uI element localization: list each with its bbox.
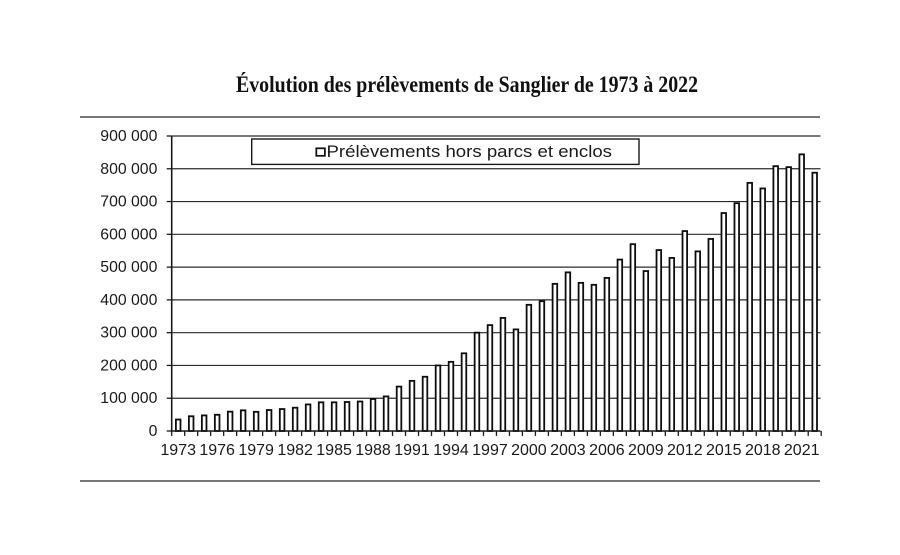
svg-text:1979: 1979 [238, 442, 274, 459]
svg-text:300 000: 300 000 [100, 325, 157, 342]
svg-text:1997: 1997 [472, 442, 508, 459]
svg-text:2018: 2018 [745, 442, 781, 459]
svg-text:1973: 1973 [160, 442, 196, 459]
svg-text:700 000: 700 000 [100, 194, 157, 211]
svg-text:0: 0 [149, 423, 158, 440]
svg-text:600 000: 600 000 [100, 226, 157, 243]
svg-text:800 000: 800 000 [100, 161, 157, 178]
svg-text:1985: 1985 [316, 442, 352, 459]
svg-text:Évolution des prélèvements de: Évolution des prélèvements de Sanglier d… [236, 72, 698, 97]
svg-text:2003: 2003 [550, 442, 586, 459]
svg-text:500 000: 500 000 [100, 259, 157, 276]
svg-text:1991: 1991 [394, 442, 430, 459]
svg-text:100 000: 100 000 [100, 390, 157, 407]
svg-text:2000: 2000 [511, 442, 547, 459]
svg-text:2015: 2015 [706, 442, 742, 459]
svg-text:1994: 1994 [433, 442, 469, 459]
svg-text:1988: 1988 [355, 442, 391, 459]
svg-text:1982: 1982 [277, 442, 313, 459]
svg-text:200 000: 200 000 [100, 357, 157, 374]
svg-text:2012: 2012 [667, 442, 703, 459]
svg-text:1976: 1976 [199, 442, 235, 459]
svg-text:2021: 2021 [784, 442, 820, 459]
svg-text:Prélèvements hors parcs et enc: Prélèvements hors parcs et enclos [327, 142, 613, 161]
svg-text:2009: 2009 [628, 442, 664, 459]
svg-text:900 000: 900 000 [100, 128, 157, 145]
svg-text:2006: 2006 [589, 442, 625, 459]
svg-text:400 000: 400 000 [100, 292, 157, 309]
